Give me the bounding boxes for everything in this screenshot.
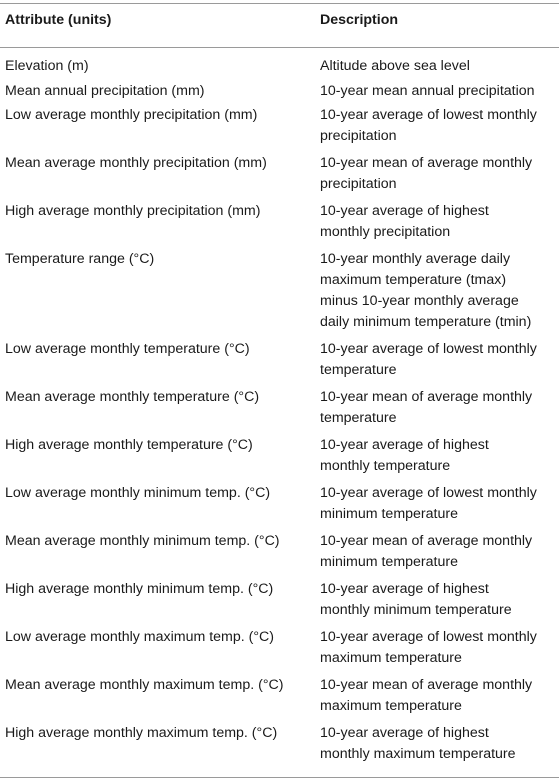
attribute-cell: Temperature range (°C) [5,251,155,267]
description-line: 10-year average of lowest monthly [320,629,537,645]
description-line: daily minimum temperature (tmin) [320,314,532,330]
description-line: monthly temperature [320,458,451,474]
description-line: 10-year mean annual precipitation [320,83,535,99]
description-cell: 10-year mean annual precipitation [320,81,556,102]
table-row: Mean average monthly minimum temp. (°C) 1… [0,531,559,579]
description-line: monthly precipitation [320,224,451,240]
table-row: Elevation (m) Altitude above sea level [0,56,559,81]
description-cell: 10-year average of lowest monthly tempera… [320,339,556,381]
table-row: Low average monthly temperature (°C) 10-y… [0,339,559,387]
table-body: Elevation (m) Altitude above sea level Mea… [0,56,559,771]
table-top-rule [0,3,559,4]
description-cell: Altitude above sea level [320,56,556,77]
description-line: maximum temperature [320,698,462,714]
attribute-cell: Low average monthly minimum temp. (°C) [5,485,271,501]
description-line: minimum temperature [320,506,458,522]
attribute-cell: Mean average monthly minimum temp. (°C) [5,533,280,549]
table-row: High average monthly minimum temp. (°C) 1… [0,579,559,627]
table-row: High average monthly temperature (°C) 10-… [0,435,559,483]
attribute-cell: Elevation (m) [5,58,89,74]
description-cell: 10-year average of lowest monthly minimum… [320,483,556,525]
description-line: temperature [320,410,397,426]
attribute-cell: High average monthly precipitation (mm) [5,203,261,219]
table-row: Low average monthly maximum temp. (°C) 10… [0,627,559,675]
table-header-rule [0,47,559,48]
description-line: 10-year average of highest [320,581,489,597]
description-line: precipitation [320,176,397,192]
description-line: 10-year monthly average daily [320,251,511,267]
description-line: 10-year average of highest [320,725,489,741]
description-cell: 10-year mean of average monthly precipita… [320,153,556,195]
attribute-cell: Mean average monthly precipitation (mm) [5,155,267,171]
description-cell: 10-year monthly average daily maximum tem… [320,249,556,333]
description-line: maximum temperature [320,650,462,666]
description-cell: 10-year average of lowest monthly precipi… [320,105,556,147]
description-line: 10-year average of lowest monthly [320,107,537,123]
description-line: minus 10-year monthly average [320,293,519,309]
description-cell: 10-year average of lowest monthly maximum… [320,627,556,669]
description-line: 10-year mean of average monthly [320,389,533,405]
description-line: 10-year average of highest [320,437,489,453]
description-line: minimum temperature [320,554,458,570]
attribute-cell: High average monthly minimum temp. (°C) [5,581,274,597]
attribute-cell: Low average monthly temperature (°C) [5,341,250,357]
attribute-cell: Mean average monthly temperature (°C) [5,389,260,405]
table-row: Low average monthly minimum temp. (°C) 10… [0,483,559,531]
description-line: monthly maximum temperature [320,746,516,762]
table-row: Low average monthly precipitation (mm) 10… [0,105,559,153]
description-line: precipitation [320,128,397,144]
description-cell: 10-year average of highest monthly maximu… [320,723,556,765]
attribute-cell: Mean annual precipitation (mm) [5,83,205,99]
description-cell: 10-year mean of average monthly minimum t… [320,531,556,573]
description-line: 10-year average of lowest monthly [320,485,537,501]
attribute-cell: Low average monthly maximum temp. (°C) [5,629,275,645]
description-line: 10-year mean of average monthly [320,677,533,693]
header-attribute: Attribute (units) [5,12,112,28]
description-line: temperature [320,362,397,378]
description-cell: 10-year mean of average monthly temperatu… [320,387,556,429]
description-cell: 10-year mean of average monthly maximum t… [320,675,556,717]
description-line: 10-year average of highest [320,203,489,219]
description-line: Altitude above sea level [320,58,470,74]
description-cell: 10-year average of highest monthly precip… [320,201,556,243]
attribute-cell: Mean average monthly maximum temp. (°C) [5,677,284,693]
attribute-cell: High average monthly temperature (°C) [5,437,253,453]
table-bottom-rule [0,777,559,778]
table-row: High average monthly precipitation (mm) 1… [0,201,559,249]
table-header: Attribute (units) Description [0,12,559,40]
table-row: Mean average monthly maximum temp. (°C) 1… [0,675,559,723]
table-row: Mean average monthly precipitation (mm) 1… [0,153,559,201]
description-line: monthly minimum temperature [320,602,512,618]
table-row: High average monthly maximum temp. (°C) 1… [0,723,559,771]
table-row: Mean average monthly temperature (°C) 10-… [0,387,559,435]
description-line: 10-year mean of average monthly [320,155,533,171]
attribute-cell: Low average monthly precipitation (mm) [5,107,258,123]
description-line: 10-year average of lowest monthly [320,341,537,357]
header-description: Description [320,12,399,28]
description-cell: 10-year average of highest monthly temper… [320,435,556,477]
table-row: Temperature range (°C) 10-year monthly av… [0,249,559,339]
description-cell: 10-year average of highest monthly minimu… [320,579,556,621]
table-row: Mean annual precipitation (mm) 10-year me… [0,81,559,105]
description-line: 10-year mean of average monthly [320,533,533,549]
description-line: maximum temperature (tmax) [320,272,507,288]
attribute-cell: High average monthly maximum temp. (°C) [5,725,278,741]
